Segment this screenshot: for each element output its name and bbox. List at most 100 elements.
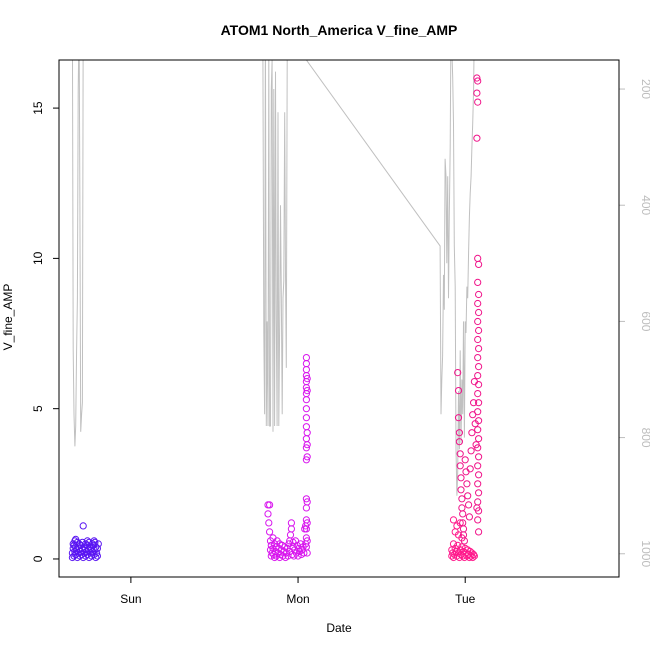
scatter-series-2 [448,516,478,562]
data-point [473,134,481,142]
data-point [266,528,274,536]
data-point [474,426,482,434]
data-point [303,537,311,545]
data-point [93,552,102,560]
data-point [457,486,465,494]
data-point [474,462,482,470]
data-point [294,552,302,560]
line-layer [71,60,475,496]
data-point [474,480,482,488]
data-point [475,326,483,335]
y-tick-label: 15 [31,101,45,115]
plot-frame [58,59,620,578]
scatter-series-1 [264,354,311,562]
data-point [287,519,295,527]
data-point [93,544,102,553]
data-point [475,290,483,299]
data-point [470,378,478,386]
data-point [303,441,311,449]
data-point [449,540,458,548]
data-point [468,429,476,437]
data-point [475,453,483,461]
data-point [475,528,483,536]
data-point [475,417,483,425]
data-point [456,450,464,458]
data-point [469,553,477,562]
data-point [302,423,310,431]
y-tick-label: 10 [31,251,45,265]
line-series-0 [71,60,475,496]
data-point [474,354,482,362]
data-point [302,354,310,362]
data-point [475,363,483,371]
scatter-series-3 [454,74,483,545]
data-point [474,516,482,524]
data-point [465,501,473,509]
data-point [459,510,467,518]
data-point [465,513,473,521]
data-point [454,369,462,377]
data-point [470,552,478,560]
data-point [474,254,482,262]
data-point [303,387,311,395]
data-point [265,519,273,527]
data-point [475,260,483,268]
x-axis-title: Date [326,621,352,635]
data-point [464,492,472,500]
data-point [475,435,483,443]
x-tick-label: Tue [455,592,476,606]
x-tick-label: Mon [286,592,309,606]
data-point [302,444,310,452]
data-point [474,498,482,506]
y-tick-label: 5 [31,405,45,412]
scatter-series-0 [68,522,102,562]
data-point [302,360,310,368]
data-point [473,89,481,97]
data-point [461,456,469,464]
axis-layer: Sun Mon Tue 0 5 10 15 200 400 600 800 1000 [31,79,650,606]
data-point [302,534,310,542]
data-point [467,447,475,455]
data-point [458,504,466,512]
data-point [458,495,466,503]
x-tick-label: Sun [120,592,141,606]
data-point [475,471,483,479]
data-point [474,390,482,398]
data-point [475,308,483,317]
data-point [302,516,310,524]
data-point [474,317,482,326]
data-point [466,465,474,473]
data-point [72,535,80,544]
y2-tick-label: 600 [639,311,650,331]
data-point [303,498,311,506]
data-point [460,537,468,545]
data-point [303,429,311,437]
data-point [458,543,466,551]
chart-title: ATOM1 North_America V_fine_AMP [221,22,458,38]
data-point [474,77,482,85]
data-point [93,549,101,557]
data-point [474,408,482,416]
data-point [264,510,272,518]
data-point [475,399,483,407]
data-point [475,507,483,515]
point-layer [68,74,483,562]
data-point [303,453,311,461]
data-point [302,405,310,413]
data-point [302,456,310,464]
data-point [457,474,465,482]
data-point [456,462,464,470]
data-point [287,525,295,533]
data-point [92,553,100,562]
data-point [303,519,311,527]
data-point [303,549,311,557]
data-point [474,335,482,344]
data-point [302,504,310,512]
data-point [455,429,463,437]
data-point [474,444,482,452]
y-tick-label: 0 [31,555,45,562]
data-point [295,544,303,553]
y2-tick-label: 1000 [639,540,650,567]
data-point [300,549,308,557]
